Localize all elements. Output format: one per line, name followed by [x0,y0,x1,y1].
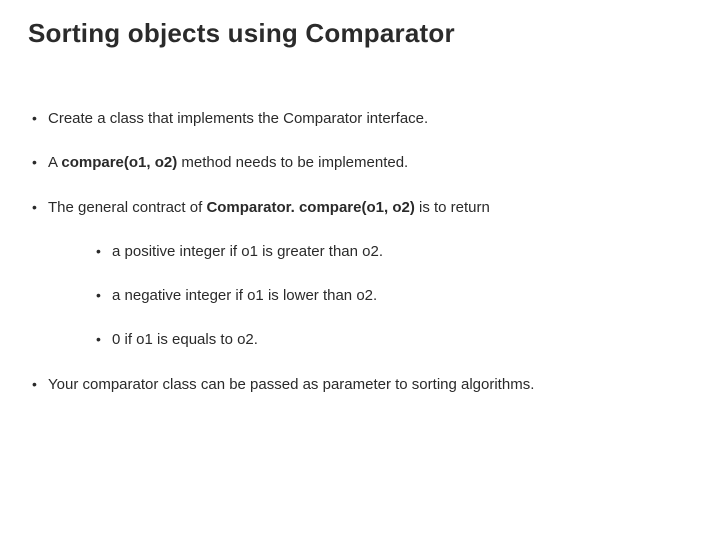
bullet-text: 0 if o1 is equals to o2. [112,331,258,348]
bullet-text-prefix: A [48,154,61,171]
bullet-text: Create a class that implements the Compa… [48,110,428,127]
bullet-text-prefix: The general contract of [48,199,206,216]
list-item: A compare(o1, o2) method needs to be imp… [32,153,692,173]
bullet-text-suffix: is to return [415,199,490,216]
slide: Sorting objects using Comparator Create … [0,0,720,540]
list-item: Your comparator class can be passed as p… [32,375,692,395]
list-item: Create a class that implements the Compa… [32,109,692,129]
bullet-text-suffix: method needs to be implemented. [177,154,408,171]
slide-title: Sorting objects using Comparator [28,18,692,49]
bullet-text: Your comparator class can be passed as p… [48,376,534,393]
nested-bullet-list: a positive integer if o1 is greater than… [48,242,692,351]
bullet-text-bold: Comparator. compare(o1, o2) [206,199,414,216]
list-item: a negative integer if o1 is lower than o… [96,286,692,306]
bullet-list: Create a class that implements the Compa… [28,109,692,395]
list-item: The general contract of Comparator. comp… [32,198,692,351]
bullet-text-bold: compare(o1, o2) [61,154,177,171]
bullet-text: a negative integer if o1 is lower than o… [112,287,377,304]
bullet-text: a positive integer if o1 is greater than… [112,243,383,260]
list-item: a positive integer if o1 is greater than… [96,242,692,262]
list-item: 0 if o1 is equals to o2. [96,330,692,350]
